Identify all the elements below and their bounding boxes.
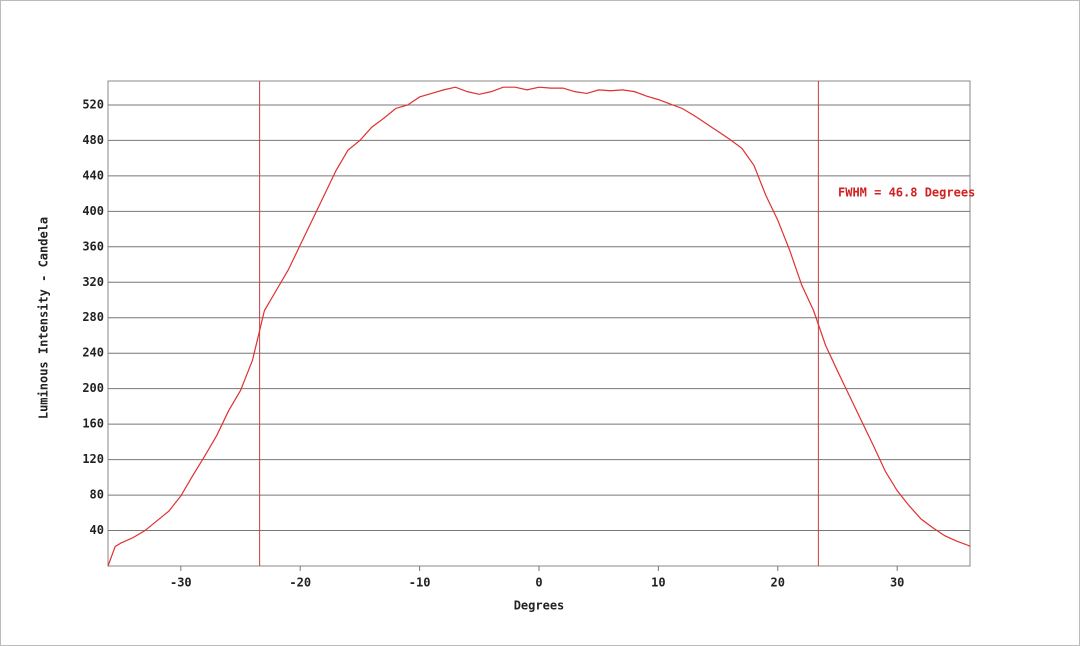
y-tick-label: 280 — [82, 310, 104, 324]
x-tick-label: 10 — [651, 576, 665, 590]
y-tick-label: 400 — [82, 204, 104, 218]
y-tick-label: 480 — [82, 133, 104, 147]
x-tick-label: 20 — [771, 576, 785, 590]
x-axis-label: Degrees — [514, 599, 565, 613]
y-tick-label: 520 — [82, 97, 104, 111]
x-tick-label: -10 — [409, 576, 431, 590]
x-tick-label: -20 — [289, 576, 311, 590]
y-tick-label: 40 — [90, 523, 104, 537]
x-tick-label: -30 — [170, 576, 192, 590]
y-tick-label: 320 — [82, 275, 104, 289]
y-tick-label: 440 — [82, 168, 104, 182]
y-tick-label: 80 — [90, 488, 104, 502]
y-tick-label: 200 — [82, 381, 104, 395]
y-tick-label: 240 — [82, 346, 104, 360]
y-tick-label: 360 — [82, 239, 104, 253]
y-tick-label: 120 — [82, 452, 104, 466]
y-axis-label: Luminous Intensity - Candela — [37, 217, 51, 419]
x-tick-label: 30 — [890, 576, 904, 590]
x-tick-label: 0 — [535, 576, 542, 590]
y-tick-label: 160 — [82, 417, 104, 431]
annotation: FWHM = 46.8 Degrees — [838, 186, 975, 200]
data-line — [107, 86, 971, 567]
plot-area — [107, 80, 971, 567]
